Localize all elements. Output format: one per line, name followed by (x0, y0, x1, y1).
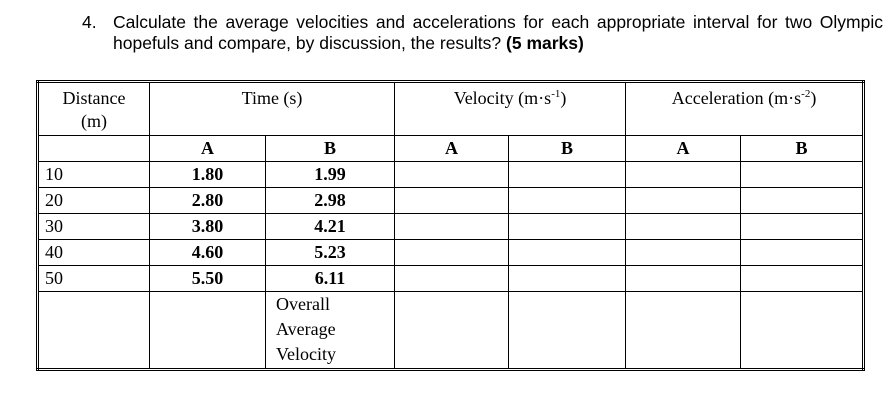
distance-cell: 10 (36, 161, 150, 188)
acceleration-a-cell[interactable] (625, 239, 742, 266)
velocity-a-cell[interactable] (394, 239, 510, 266)
subheader-velocity-a: A (394, 135, 510, 162)
table-row: 10 1.80 1.99 (36, 161, 866, 188)
header-acceleration-s: s (794, 88, 802, 108)
table-row: 30 3.80 4.21 (36, 213, 866, 240)
header-distance-label: Distance (62, 88, 126, 108)
distance-cell: 40 (36, 239, 150, 266)
subheader-acceleration-a: A (625, 135, 742, 162)
header-velocity-exp: -1 (551, 88, 561, 100)
distance-cell: 50 (36, 265, 150, 292)
overall-acceleration-b-cell[interactable] (740, 291, 866, 371)
acceleration-b-cell[interactable] (740, 265, 866, 292)
header-velocity: Velocity (m·s-1) (394, 80, 627, 136)
overall-velocity-b-cell[interactable] (508, 291, 627, 371)
question-text: Calculate the average velocities and acc… (113, 12, 883, 54)
overall-distance-cell (36, 291, 150, 371)
acceleration-b-cell[interactable] (740, 187, 866, 214)
velocity-b-cell[interactable] (508, 161, 627, 188)
velocity-b-cell[interactable] (508, 187, 627, 214)
subheader-empty (36, 135, 150, 162)
velocity-a-cell[interactable] (394, 161, 510, 188)
header-velocity-dot: · (538, 88, 545, 108)
header-time: Time (s) (148, 80, 396, 136)
time-b-cell: 6.11 (264, 265, 396, 292)
question-body: Calculate the average velocities and acc… (113, 12, 883, 53)
time-b-cell: 5.23 (264, 239, 396, 266)
header-distance: Distance (m) (36, 80, 150, 136)
subheader-time-b: B (264, 135, 396, 162)
acceleration-a-cell[interactable] (625, 265, 742, 292)
acceleration-b-cell[interactable] (740, 161, 866, 188)
header-row: Distance (m) Time (s) Velocity (m·s-1) A… (36, 80, 866, 136)
time-a-cell: 5.50 (149, 265, 266, 292)
table-row: 40 4.60 5.23 (36, 239, 866, 266)
table-row: 50 5.50 6.11 (36, 265, 866, 292)
subheader-acceleration-b: B (740, 135, 866, 162)
velocity-b-cell[interactable] (508, 213, 627, 240)
distance-cell: 20 (36, 187, 150, 214)
header-acceleration: Acceleration (m·s-2) (625, 80, 866, 136)
velocity-b-cell[interactable] (508, 265, 627, 292)
header-time-label: Time (s) (241, 88, 303, 108)
header-acceleration-exp: -2 (801, 88, 811, 100)
subheader-row: A B A B A B (36, 135, 866, 162)
time-b-cell: 4.21 (264, 213, 396, 240)
acceleration-b-cell[interactable] (740, 239, 866, 266)
header-velocity-label: Velocity (m (453, 88, 539, 108)
velocity-a-cell[interactable] (394, 213, 510, 240)
header-velocity-close: ) (560, 88, 567, 108)
time-b-cell: 1.99 (264, 161, 396, 188)
overall-row: Overall Average Velocity (36, 291, 866, 371)
time-a-cell: 1.80 (149, 161, 266, 188)
overall-time-a-cell (149, 291, 266, 371)
distance-cell: 30 (36, 213, 150, 240)
header-acceleration-dot: · (788, 88, 795, 108)
header-velocity-s: s (544, 88, 552, 108)
header-acceleration-close: ) (810, 88, 817, 108)
velocity-a-cell[interactable] (394, 187, 510, 214)
velocity-a-cell[interactable] (394, 265, 510, 292)
overall-label-line2: Average (276, 319, 336, 339)
subheader-velocity-b: B (508, 135, 627, 162)
header-distance-unit: (m) (81, 111, 107, 131)
overall-acceleration-a-cell[interactable] (625, 291, 742, 371)
acceleration-a-cell[interactable] (625, 187, 742, 214)
velocity-b-cell[interactable] (508, 239, 627, 266)
overall-label-line3: Velocity (276, 344, 336, 364)
overall-velocity-a-cell[interactable] (394, 291, 510, 371)
velocity-table: Distance (m) Time (s) Velocity (m·s-1) A… (36, 80, 866, 371)
time-a-cell: 3.80 (149, 213, 266, 240)
acceleration-a-cell[interactable] (625, 161, 742, 188)
question-number: 4. (82, 12, 97, 32)
header-acceleration-label: Acceleration (m (671, 88, 789, 108)
time-b-cell: 2.98 (264, 187, 396, 214)
time-a-cell: 2.80 (149, 187, 266, 214)
table-row: 20 2.80 2.98 (36, 187, 866, 214)
overall-label-line1: Overall (276, 294, 330, 314)
time-a-cell: 4.60 (149, 239, 266, 266)
overall-average-velocity-label: Overall Average Velocity (264, 291, 396, 371)
acceleration-a-cell[interactable] (625, 213, 742, 240)
acceleration-b-cell[interactable] (740, 213, 866, 240)
question-marks: (5 marks) (506, 33, 584, 53)
subheader-time-a: A (149, 135, 266, 162)
